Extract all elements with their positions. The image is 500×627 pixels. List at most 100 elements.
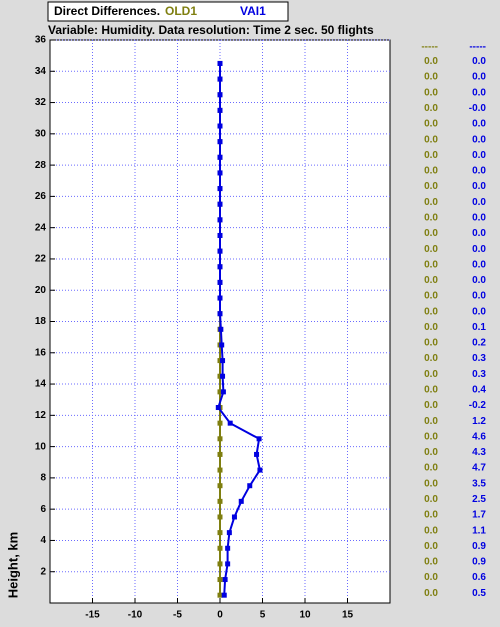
table-value: 4.7 [472,463,486,474]
y-tick-label: 10 [35,441,47,452]
table-value: 0.0 [424,510,438,521]
point [222,577,228,583]
table-value: 0.0 [472,212,486,223]
x-tick-label: -5 [173,610,182,621]
point [217,530,223,536]
y-tick-label: 24 [35,222,47,233]
point [226,530,232,536]
point [217,514,223,520]
point [215,405,221,411]
y-tick-label: 28 [35,160,47,171]
legend-title: Direct Differences. [54,4,160,18]
table-value: 0.3 [472,353,486,364]
column-header: ----- [469,42,486,53]
table-value: 0.0 [424,447,438,458]
y-tick-label: 14 [35,379,47,390]
table-value: 0.9 [472,557,486,568]
table-value: 0.0 [424,228,438,239]
point [217,217,223,223]
table-value: 0.0 [424,244,438,255]
table-value: 0.0 [424,353,438,364]
point [217,295,223,301]
point [217,436,223,442]
y-tick-label: 20 [35,285,47,296]
table-value: 0.0 [424,588,438,599]
point [256,436,262,442]
point [217,186,223,192]
column-header: ----- [421,42,438,53]
table-value: 4.3 [472,447,486,458]
table-value: 0.0 [424,56,438,67]
table-value: 0.0 [424,181,438,192]
point [217,248,223,254]
point [220,389,226,395]
point [217,123,223,129]
point [227,420,233,426]
table-value: 3.5 [472,478,486,489]
table-value: 0.0 [424,400,438,411]
table-value: 0.0 [424,150,438,161]
point [217,311,223,317]
table-value: 1.1 [472,525,486,536]
table-value: 0.0 [424,259,438,270]
point [217,483,223,489]
point [217,92,223,98]
chart-title: Variable: Humidity. Data resolution: Tim… [48,23,374,37]
table-value: 0.0 [472,56,486,67]
table-value: 0.0 [424,72,438,83]
y-tick-label: 8 [40,473,46,484]
point [220,373,226,379]
table-value: 0.0 [472,119,486,130]
table-value: 0.0 [424,369,438,380]
point [217,451,223,457]
x-tick-label: -15 [85,610,100,621]
y-axis-label: Height, km [5,532,20,598]
table-value: 0.0 [424,557,438,568]
y-tick-label: 4 [40,535,46,546]
table-value: 0.0 [424,322,438,333]
table-value: 0.0 [472,87,486,98]
table-value: 0.0 [472,72,486,83]
point [217,232,223,238]
table-value: 0.0 [424,134,438,145]
table-value: 0.0 [472,166,486,177]
point [217,201,223,207]
table-value: 0.0 [424,87,438,98]
point [217,561,223,567]
point [217,545,223,551]
y-tick-label: 34 [35,66,47,77]
legend-label: OLD1 [165,4,197,18]
legend-box [47,1,289,22]
table-value: 0.0 [424,431,438,442]
table-value: 0.0 [424,385,438,396]
y-tick-label: 32 [35,97,47,108]
point [217,264,223,270]
y-tick-label: 6 [40,504,46,515]
point [217,577,223,583]
point [217,420,223,426]
point [247,483,253,489]
y-tick-label: 16 [35,347,47,358]
y-tick-label: 18 [35,316,47,327]
point [217,389,223,395]
table-value: 2.5 [472,494,486,505]
table-value: 1.2 [472,416,486,427]
point [225,561,231,567]
point [254,451,260,457]
point [231,514,237,520]
table-value: 0.0 [472,197,486,208]
table-value: 0.4 [472,385,486,396]
y-tick-label: 22 [35,254,47,265]
table-value: 0.0 [472,181,486,192]
point [217,76,223,82]
table-value: 0.0 [424,212,438,223]
table-value: 0.0 [424,291,438,302]
table-value: 0.0 [424,541,438,552]
point [217,279,223,285]
point [219,342,225,348]
table-value: 0.0 [472,259,486,270]
y-tick-label: 2 [40,566,46,577]
table-value: 4.6 [472,431,486,442]
table-value: 0.0 [424,416,438,427]
